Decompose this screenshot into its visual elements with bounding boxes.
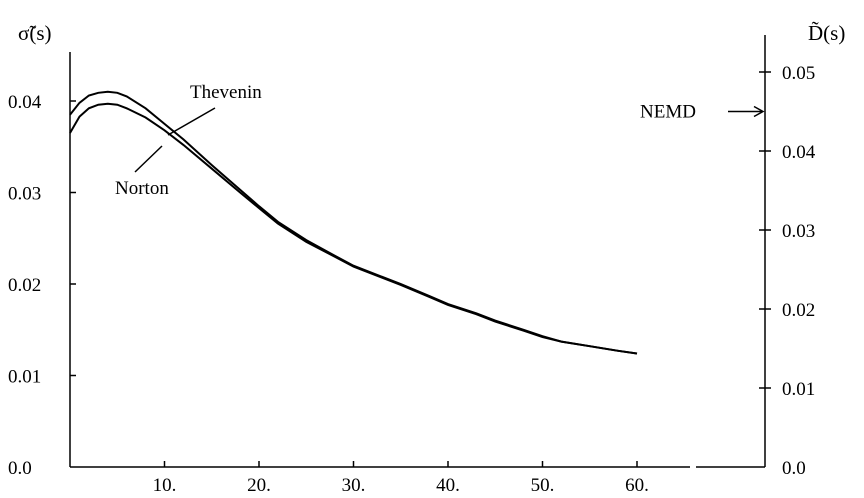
- left-y-tick-label: 0.04: [8, 92, 42, 113]
- right-y-tick-label: 0.05: [782, 63, 815, 84]
- left-y-tick-label: 0.02: [8, 275, 41, 296]
- left-y-axis-ticks: 0.0 0.01 0.02 0.03 0.04: [8, 92, 76, 479]
- x-tick-label: 30.: [342, 475, 366, 496]
- left-y-tick-label: 0.0: [8, 458, 32, 479]
- x-tick-label: 20.: [247, 475, 271, 496]
- thevenin-label: Thevenin: [190, 82, 262, 103]
- right-y-tick-label: 0.02: [782, 300, 815, 321]
- right-y-tick-label: 0.03: [782, 221, 815, 242]
- x-tick-label: 10.: [153, 475, 177, 496]
- norton-label: Norton: [115, 178, 169, 199]
- norton-pointer: [134, 145, 163, 173]
- right-y-axis-title: D̃(s): [808, 21, 845, 45]
- x-axis-ticks: 10. 20. 30. 40. 50. 60.: [153, 461, 649, 496]
- right-y-tick-label: 0.0: [782, 458, 806, 479]
- series-line-thevenin: [69, 90, 638, 355]
- x-tick-label: 50.: [531, 475, 555, 496]
- left-y-tick-label: 0.01: [8, 367, 41, 388]
- nemd-arrow-head: [753, 105, 765, 118]
- thevenin-pointer: [167, 107, 216, 136]
- left-y-tick-label: 0.03: [8, 184, 41, 205]
- right-y-tick-label: 0.01: [782, 379, 815, 400]
- x-tick-label: 60.: [625, 475, 649, 496]
- left-y-axis-title: σ̃(s): [18, 21, 51, 45]
- right-y-axis-ticks: 0.0 0.01 0.02 0.03 0.04 0.05: [759, 63, 816, 479]
- nemd-label: NEMD: [640, 102, 696, 123]
- right-y-tick-label: 0.04: [782, 142, 816, 163]
- series-line-norton: [69, 102, 638, 355]
- x-tick-label: 40.: [436, 475, 460, 496]
